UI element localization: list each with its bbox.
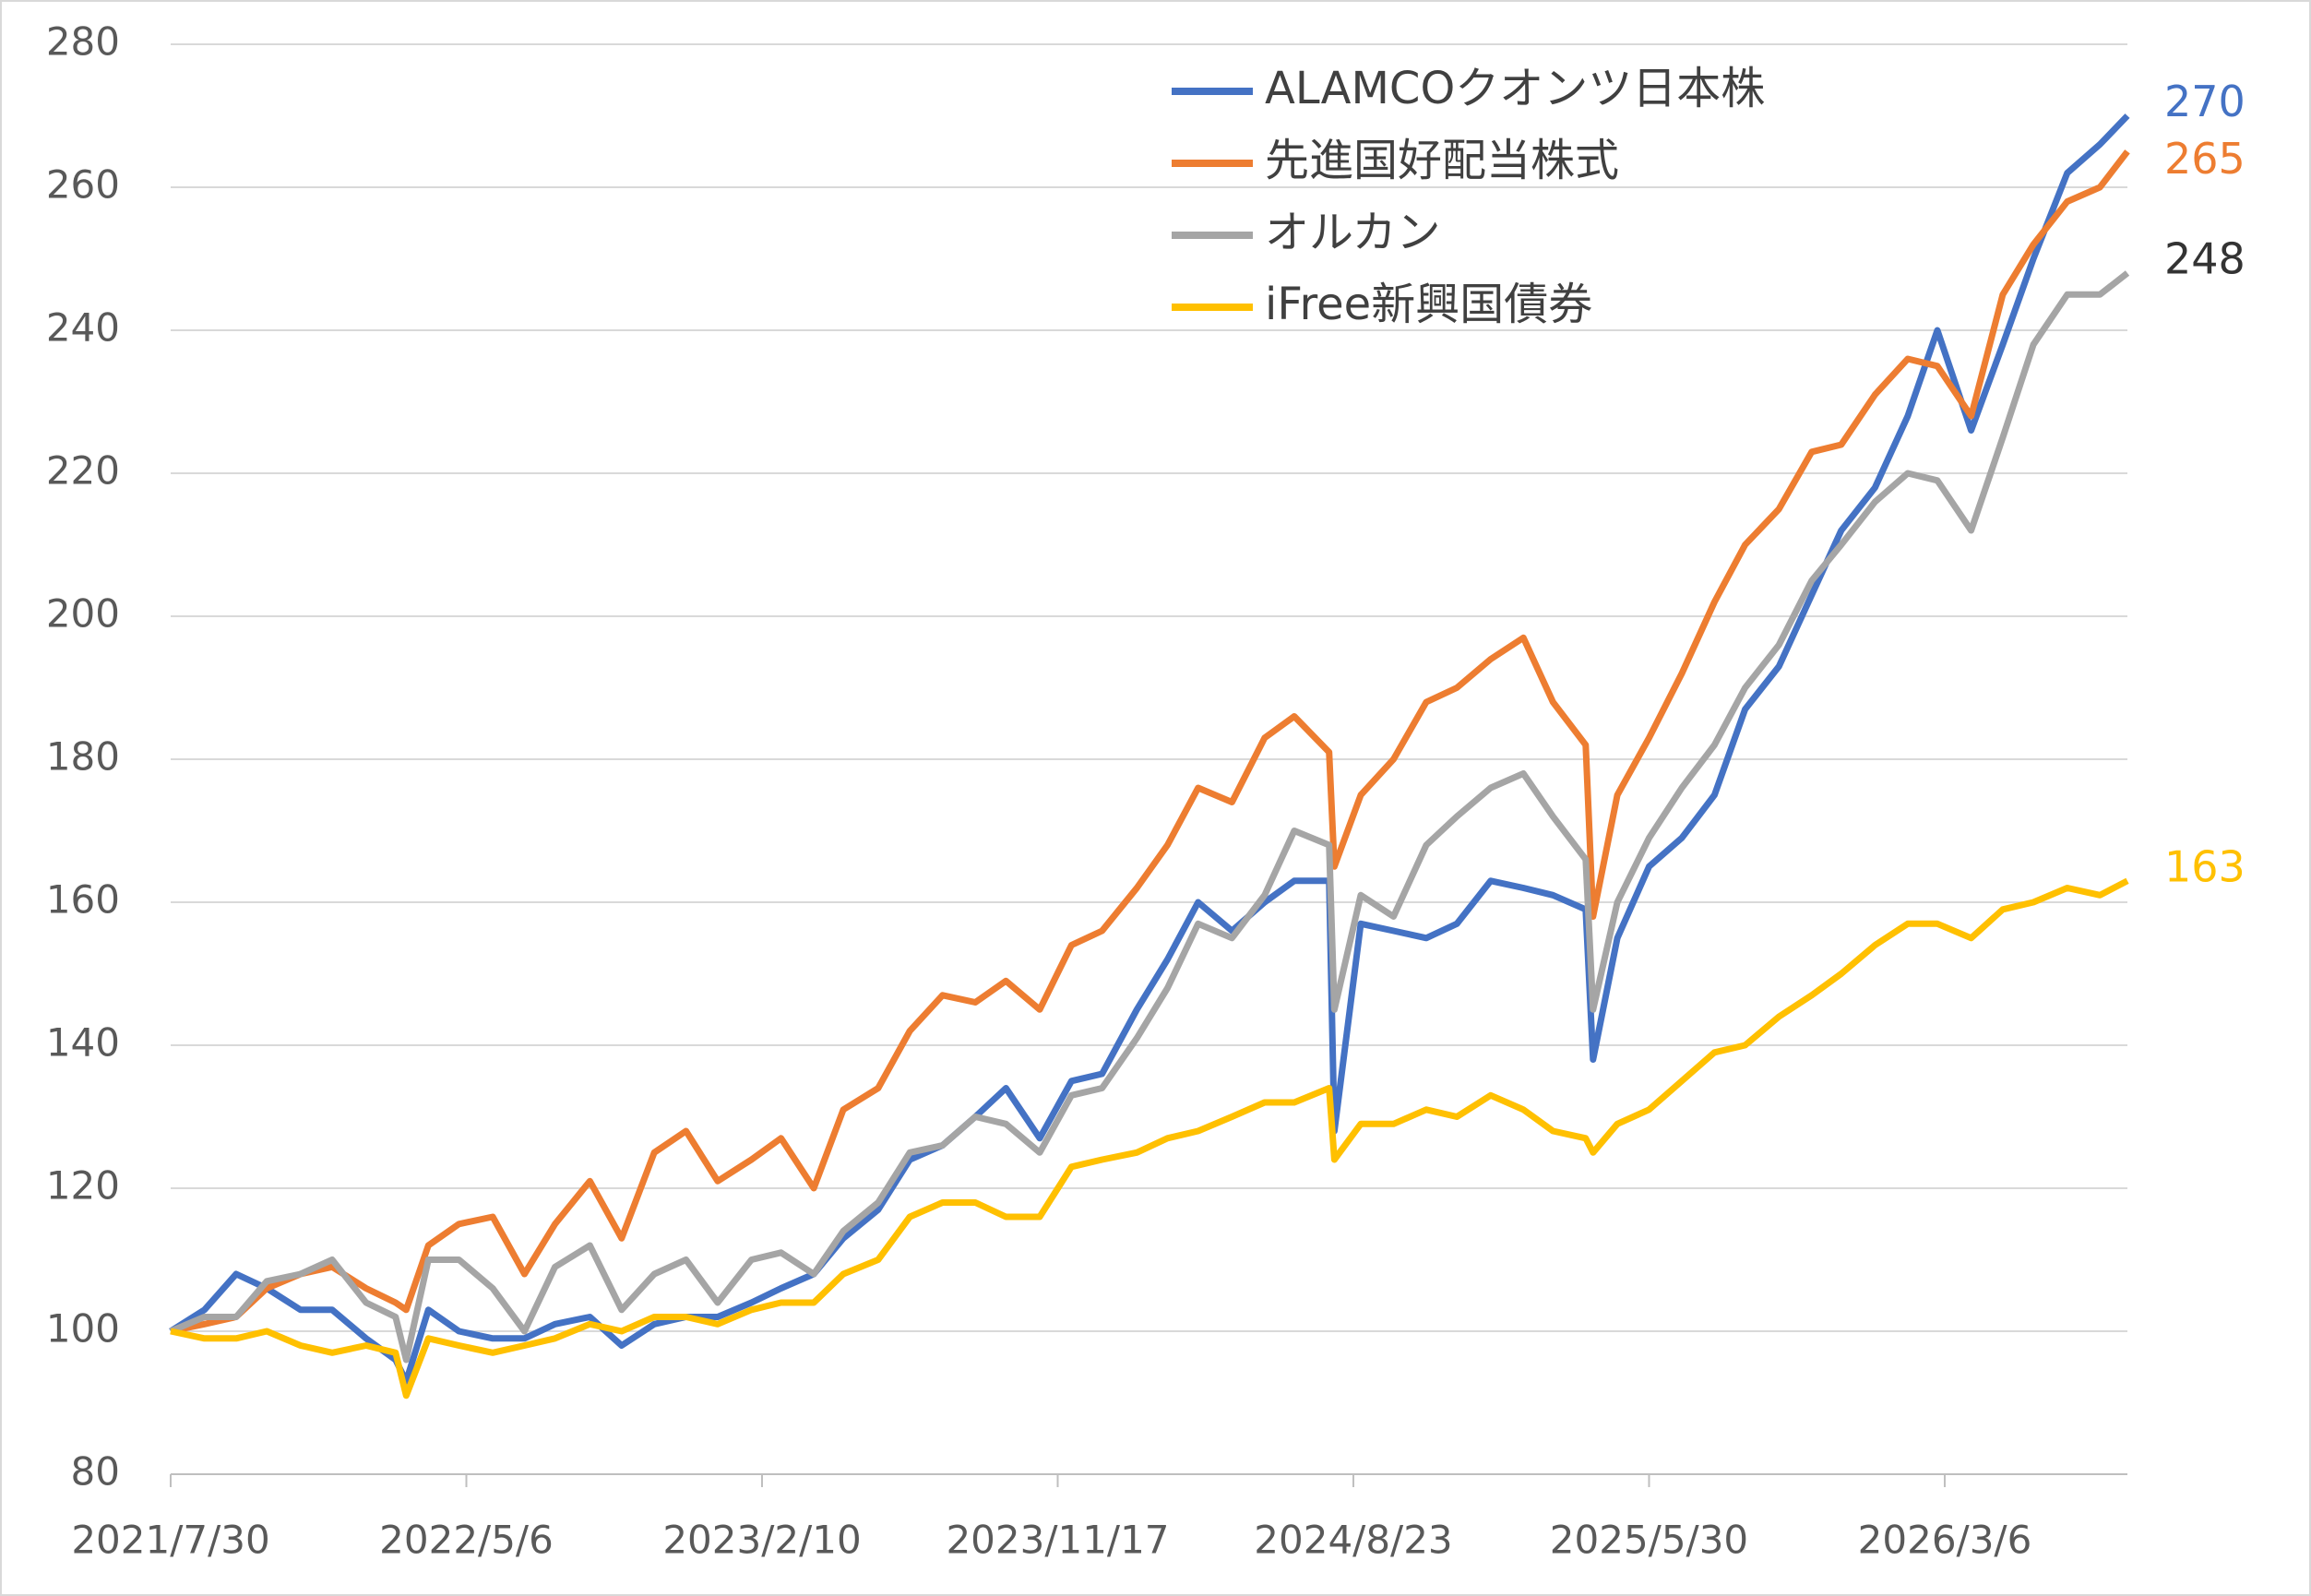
y-tick-label: 140 [46,1020,120,1066]
y-tick-label: 100 [46,1306,120,1352]
y-tick-label: 280 [46,19,120,65]
end-value-label: 163 [2164,841,2245,891]
y-tick-label: 220 [46,448,120,494]
y-tick-label: 160 [46,877,120,923]
series-line [170,149,2130,1335]
series-line [169,270,2130,1364]
legend-label: ALAMCOクオンツ日本株 [1265,63,1765,114]
y-tick-label: 180 [46,734,120,780]
x-tick-label: 2022/5/6 [379,1518,554,1563]
end-value-label: 270 [2164,77,2245,126]
x-tick-label: 2024/8/23 [1254,1518,1452,1563]
y-tick-label: 80 [71,1449,120,1495]
y-tick-label: 240 [46,305,120,351]
legend-label: iFree新興国債券 [1265,279,1592,330]
y-tick-label: 120 [46,1163,120,1209]
x-tick-label: 2021/7/30 [71,1518,269,1563]
end-value-label: 248 [2164,234,2245,284]
series-line [170,877,2129,1399]
x-tick-label: 2023/11/17 [946,1518,1169,1563]
end-value-label: 265 [2164,134,2245,184]
x-tick-label: 2026/3/6 [1858,1518,2032,1563]
legend-label: 先進国好配当株式 [1265,135,1619,186]
y-tick-label: 200 [46,591,120,637]
x-tick-label: 2025/5/30 [1550,1518,1748,1563]
x-tick-label: 2023/2/10 [662,1518,861,1563]
series-line [169,113,2130,1385]
y-tick-label: 260 [46,162,120,208]
legend-label: オルカン [1265,207,1441,258]
